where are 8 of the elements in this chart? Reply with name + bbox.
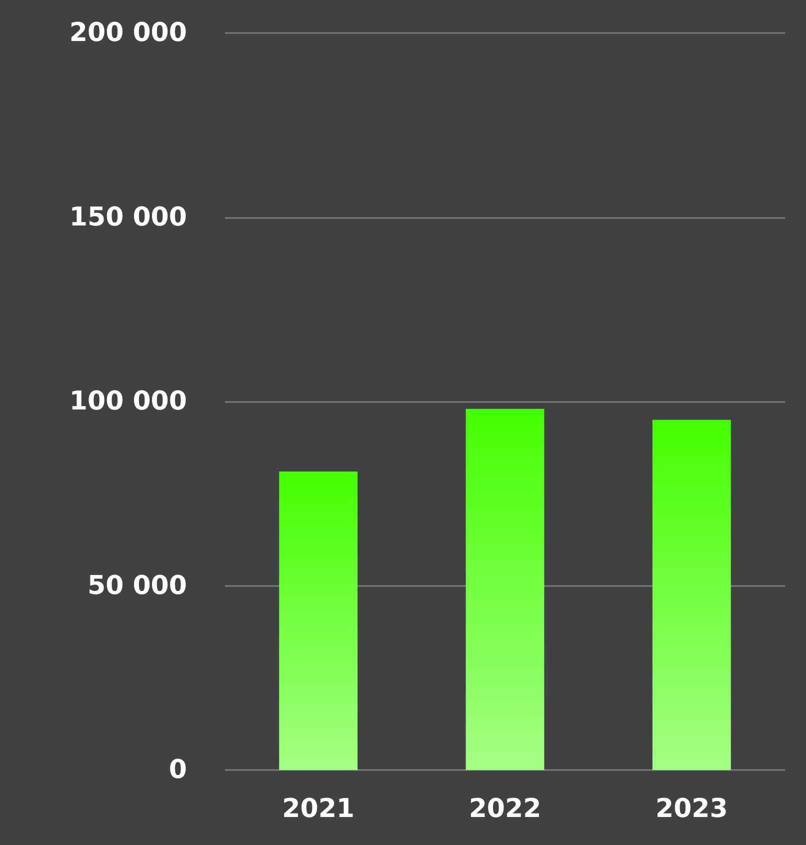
y-tick-label: 100 000 [69, 386, 187, 416]
y-tick-label: 50 000 [87, 570, 187, 601]
x-tick-label: 2021 [282, 794, 355, 824]
y-tick-label: 150 000 [69, 202, 187, 232]
x-tick-label: 2023 [655, 794, 728, 824]
y-tick-label: 200 000 [69, 18, 187, 48]
x-tick-label: 2022 [468, 794, 542, 824]
y-tick-label: 0 [168, 755, 187, 785]
